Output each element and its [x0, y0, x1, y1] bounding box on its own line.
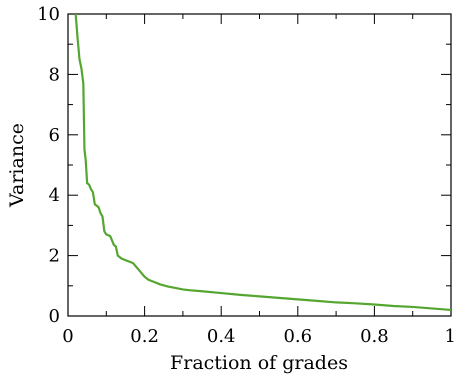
y-tick-label: 8 [49, 64, 60, 85]
y-tick-label: 10 [37, 4, 60, 25]
y-tick-label: 6 [49, 125, 60, 146]
x-axis-label: Fraction of grades [170, 352, 348, 374]
variance-series-line [74, 13, 452, 312]
x-tick-label: 1 [445, 326, 455, 347]
x-tick-label: 0.6 [283, 326, 312, 347]
y-tick-label: 4 [49, 185, 60, 206]
y-axis-label: Variance [6, 123, 28, 208]
y-tick-label: 2 [49, 246, 60, 267]
x-tick-label: 0.8 [360, 326, 389, 347]
plot-frame [67, 13, 452, 317]
x-tick-label: 0.2 [130, 326, 159, 347]
y-tick-label: 0 [49, 306, 60, 327]
ticks-layer [67, 13, 452, 317]
x-tick-label: 0.4 [207, 326, 236, 347]
x-tick-label: 0 [62, 326, 73, 347]
series-layer [74, 13, 452, 312]
